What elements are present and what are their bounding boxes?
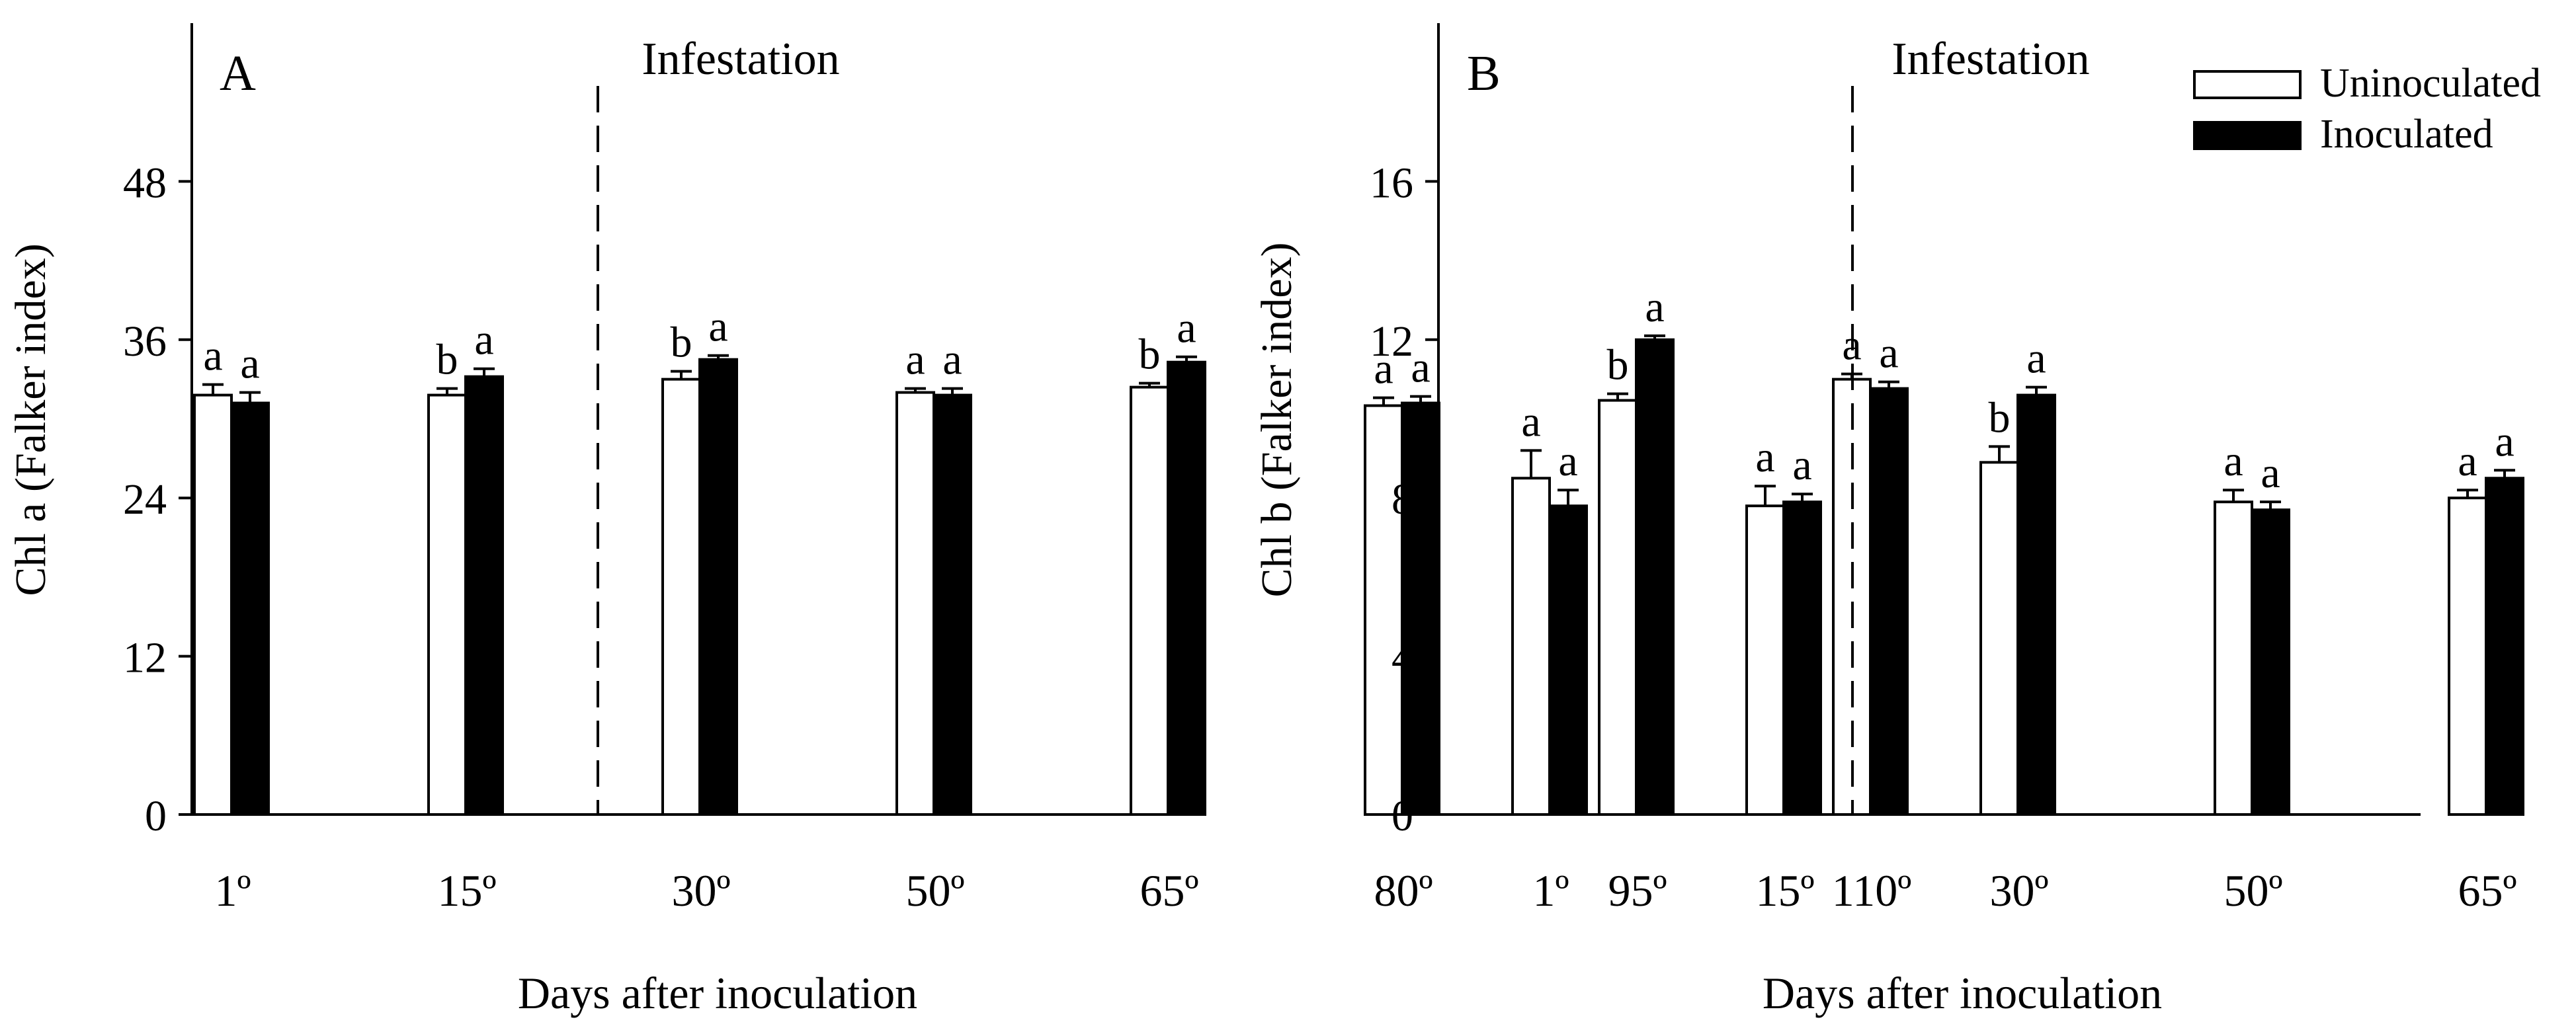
significance-letter: b	[671, 319, 692, 367]
y-tick-label: 12	[1370, 317, 1413, 366]
significance-letter: b	[436, 336, 458, 384]
y-tick-label: 4	[1392, 634, 1413, 682]
bar-inoculated	[464, 375, 504, 816]
bar-inoculated	[1782, 500, 1822, 816]
y-tick-label: 48	[123, 159, 167, 207]
bar-uninoculated	[2448, 497, 2487, 816]
y-tick-label: 16	[1370, 159, 1413, 207]
bar-uninoculated	[661, 378, 701, 816]
bar-uninoculated	[193, 393, 233, 816]
x-axis-label: Days after inoculation	[1763, 968, 2162, 1018]
significance-letter: a	[2458, 437, 2477, 485]
x-axis-label: Days after inoculation	[518, 968, 917, 1018]
bar-inoculated	[2251, 508, 2290, 816]
bar-uninoculated	[1130, 385, 1169, 816]
panel-label: B	[1467, 46, 1501, 101]
significance-letter: a	[1792, 441, 1811, 489]
significance-letter: a	[1645, 283, 1664, 331]
significance-letter: a	[1755, 433, 1774, 481]
bar-inoculated	[2016, 393, 2056, 816]
bar-inoculated	[1167, 360, 1206, 816]
x-tick-label: 50º	[2223, 865, 2282, 916]
significance-letter: b	[1989, 393, 2011, 442]
significance-letter: a	[1521, 397, 1540, 446]
bar-inoculated	[933, 393, 972, 816]
significance-letter: a	[1879, 329, 1898, 378]
bar-inoculated	[698, 358, 738, 816]
significance-letter: a	[1177, 304, 1196, 352]
x-tick-label: 15º	[1755, 865, 1814, 916]
significance-letter: a	[905, 336, 925, 384]
infestation-label: Infestation	[642, 34, 839, 85]
significance-letter: a	[2261, 449, 2280, 497]
y-tick-label: 36	[123, 317, 167, 366]
significance-letter: a	[2495, 417, 2514, 465]
bar-uninoculated	[1364, 404, 1403, 816]
significance-letter: b	[1607, 341, 1629, 389]
bar-uninoculated	[1979, 461, 2019, 816]
significance-letter: a	[203, 332, 222, 380]
significance-letter: b	[1139, 331, 1161, 379]
bar-inoculated	[1401, 401, 1440, 816]
bar-uninoculated	[1598, 399, 1638, 816]
significance-letter: a	[2026, 335, 2046, 383]
bar-inoculated	[230, 401, 270, 816]
bar-inoculated	[1635, 338, 1675, 816]
panel-label: A	[220, 46, 256, 101]
bar-uninoculated	[895, 391, 935, 816]
x-tick-label: 110º	[1832, 865, 1912, 916]
significance-letter: a	[708, 303, 727, 351]
x-tick-label: 30º	[671, 865, 730, 916]
bar-uninoculated	[1511, 477, 1551, 816]
panel-b: 0 4 8 12 16 Chl b (Falker index) Days after in…	[1253, 23, 2541, 1018]
legend-swatch-uninoculated	[2193, 70, 2302, 99]
bar-inoculated	[1548, 504, 1588, 816]
bar-inoculated	[1869, 387, 1909, 816]
bar-uninoculated	[427, 393, 467, 816]
x-tick-label: 50º	[905, 865, 964, 916]
significance-letter: a	[474, 316, 493, 364]
y-axis-label: Chl a (Falker index)	[7, 243, 55, 596]
x-tick-label: 1º	[214, 865, 251, 916]
x-tick-label: 95º	[1608, 865, 1667, 916]
legend-swatch-inoculated	[2193, 121, 2302, 150]
x-tick-label: 65º	[2458, 865, 2516, 916]
significance-letter: a	[240, 340, 259, 388]
significance-letter: a	[942, 336, 962, 384]
y-tick-label: 8	[1392, 475, 1413, 524]
y-tick-label: 0	[1392, 792, 1413, 840]
y-tick-label: 12	[123, 634, 167, 682]
y-axis-label: Chl b (Falker index)	[1253, 242, 1301, 597]
significance-letter: a	[1411, 344, 1430, 392]
y-tick-label: 0	[145, 792, 167, 840]
significance-letter: a	[2223, 437, 2243, 485]
infestation-label: Infestation	[1891, 34, 2089, 85]
bar-uninoculated	[1745, 504, 1785, 816]
x-tick-label: 65º	[1140, 865, 1198, 916]
bar-inoculated	[2485, 477, 2524, 816]
y-tick-label: 24	[123, 475, 167, 524]
x-tick-label: 30º	[1989, 865, 2048, 916]
significance-letter: a	[1558, 437, 1577, 485]
bar-uninoculated	[2214, 500, 2253, 816]
significance-letter: a	[1374, 345, 1393, 393]
legend-label: Uninoculated	[2320, 61, 2541, 106]
x-tick-label: 15º	[437, 865, 496, 916]
x-tick-label: 80º	[1374, 865, 1433, 916]
x-tick-label: 1º	[1532, 865, 1569, 916]
legend-label: Inoculated	[2320, 112, 2493, 157]
